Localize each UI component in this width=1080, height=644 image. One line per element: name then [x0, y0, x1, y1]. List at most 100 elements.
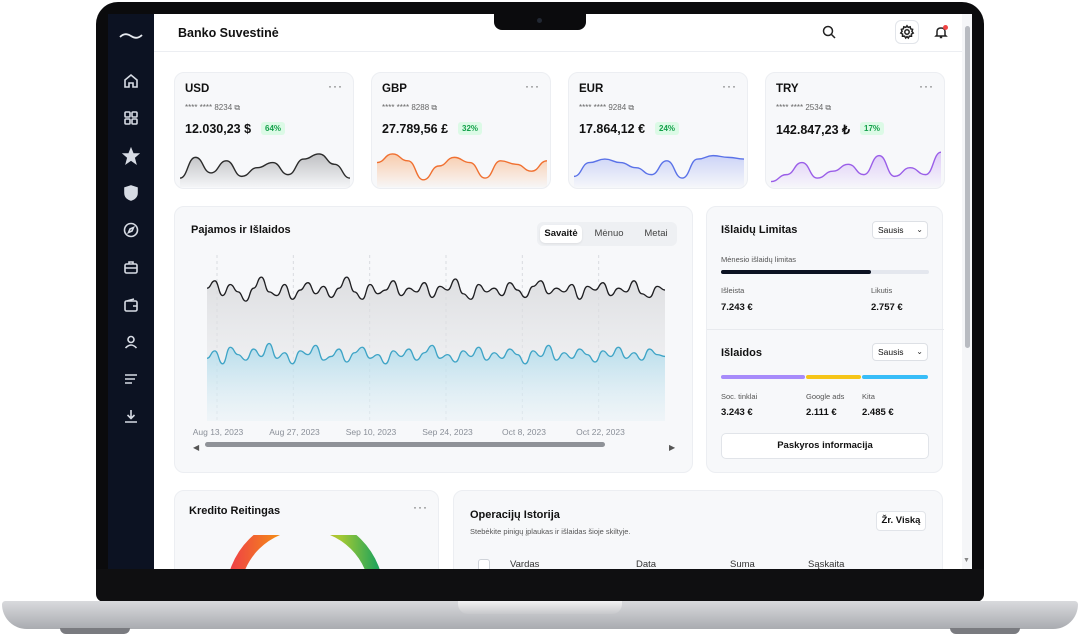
scroll-down-icon[interactable]: ▼ — [963, 557, 970, 564]
currency-balance: 17.864,12 € — [579, 122, 646, 136]
camera-icon — [537, 18, 542, 23]
page-title: Banko Suvestinė — [178, 26, 279, 40]
gear-icon[interactable] — [899, 24, 915, 40]
select-all-checkbox[interactable] — [478, 559, 490, 569]
expense-bar-segment — [862, 375, 928, 379]
x-tick-label: Aug 27, 2023 — [269, 427, 320, 437]
sparkline — [376, 153, 548, 187]
tab-year[interactable]: Metai — [644, 228, 668, 239]
laptop-foot-right — [950, 628, 1020, 634]
change-badge: 32% — [458, 122, 483, 135]
view-all-button[interactable]: Žr. Viską — [876, 511, 926, 531]
limit-title: Išlaidų Limitas — [721, 224, 798, 236]
laptop-trackpad-notch — [458, 601, 622, 614]
sparkline-line — [376, 153, 548, 181]
home-icon[interactable] — [122, 72, 140, 90]
remaining-label: Likutis — [871, 286, 893, 295]
download-icon[interactable] — [122, 407, 140, 425]
sparkline-line — [573, 154, 745, 179]
account-info-button[interactable]: Paskyros informacija — [721, 433, 929, 459]
currency-code: EUR — [579, 83, 604, 95]
more-options-icon[interactable]: ··· — [328, 79, 343, 93]
currency-code: USD — [185, 83, 210, 95]
spending-limit-card: Išlaidų Limitas Sausis ⌄ Mėnesio išlaidų … — [706, 206, 944, 473]
currency-code: GBP — [382, 83, 407, 95]
divider — [707, 329, 944, 330]
copy-icon[interactable]: ⧉ — [234, 103, 241, 112]
column-amount[interactable]: Suma — [730, 559, 755, 569]
bell-icon[interactable] — [933, 24, 949, 40]
expense-bar-segment — [721, 375, 805, 379]
chart-scrollbar-thumb[interactable] — [205, 442, 605, 447]
credit-gauge — [230, 535, 380, 569]
copy-icon[interactable]: ⧉ — [825, 103, 832, 112]
change-badge: 17% — [860, 122, 885, 135]
column-date[interactable]: Data — [636, 559, 657, 569]
logo-wave-icon[interactable] — [119, 28, 143, 46]
settings-button[interactable] — [895, 20, 919, 44]
more-options-icon[interactable]: ··· — [525, 79, 540, 93]
more-options-icon[interactable]: ··· — [919, 79, 934, 93]
sparkline-area — [574, 155, 744, 187]
series-line-1 — [206, 342, 666, 365]
x-tick-label: Sep 24, 2023 — [422, 427, 473, 437]
briefcase-icon[interactable] — [122, 258, 140, 276]
income-expense-chart: Aug 13, 2023 Aug 27, 2023 Sep 10, 2023 Sep … — [193, 255, 676, 452]
wallet-icon[interactable] — [122, 296, 140, 314]
user-icon[interactable] — [122, 333, 140, 351]
limit-progress-fill — [721, 270, 871, 274]
expenses-month-value: Sausis — [878, 347, 904, 357]
tab-week[interactable]: Savaitė — [540, 225, 582, 243]
expense-label: Google ads — [806, 392, 845, 401]
copy-icon[interactable]: ⧉ — [628, 103, 635, 112]
tab-month[interactable]: Mėnuo — [594, 228, 624, 239]
credit-rating-card: Kredito Reitingas ··· — [174, 490, 439, 569]
expenses-month-select[interactable]: Sausis ⌄ — [872, 343, 928, 361]
spent-label: Išleista — [721, 286, 745, 295]
card-number-text: **** **** 9284 — [579, 103, 627, 112]
column-account[interactable]: Sąskaita — [808, 559, 845, 569]
limit-month-select[interactable]: Sausis ⌄ — [872, 221, 928, 239]
sparkline-line — [179, 153, 351, 179]
sparkline — [179, 153, 351, 187]
laptop-foot-left — [60, 628, 130, 634]
shield-icon[interactable] — [122, 184, 140, 202]
column-name[interactable]: Vardas — [510, 559, 540, 569]
currency-balance: 27.789,56 £ — [382, 122, 449, 136]
currency-card-gbp[interactable]: GBP ··· **** **** 8288 ⧉ 27.789,56 £ 32% — [371, 72, 551, 189]
more-options-icon[interactable]: ··· — [722, 79, 737, 93]
chevron-down-icon: ⌄ — [916, 347, 923, 356]
menu-lines-icon[interactable] — [122, 370, 140, 388]
series-area-1 — [207, 343, 665, 421]
expense-label: Soc. tinklai — [721, 392, 758, 401]
currency-card-eur[interactable]: EUR ··· **** **** 9284 ⧉ 17.864,12 € 24% — [568, 72, 748, 189]
card-number-text: **** **** 2534 — [776, 103, 824, 112]
sidebar — [108, 14, 154, 569]
expense-label: Kita — [862, 392, 875, 401]
card-number: **** **** 9284 ⧉ — [579, 103, 634, 113]
currency-card-usd[interactable]: USD ··· **** **** 8234 ⧉ 12.030,23 $ 64% — [174, 72, 354, 189]
period-toggle: Savaitė Mėnuo Metai — [537, 222, 677, 246]
limit-month-value: Sausis — [878, 225, 904, 235]
currency-card-try[interactable]: TRY ··· **** **** 2534 ⧉ 142.847,23 ₺ 17… — [765, 72, 945, 189]
search-icon[interactable] — [821, 24, 837, 40]
card-number-text: **** **** 8234 — [185, 103, 233, 112]
topbar: Banko Suvestinė — [154, 14, 972, 52]
copy-icon[interactable]: ⧉ — [431, 103, 438, 112]
expenses-title: Išlaidos — [721, 347, 762, 359]
card-number: **** **** 2534 ⧉ — [776, 103, 831, 113]
series-line-0 — [206, 276, 666, 302]
spent-value: 7.243 € — [721, 302, 753, 313]
notification-dot — [943, 25, 948, 30]
grid-icon[interactable] — [122, 109, 140, 127]
currency-balance: 142.847,23 ₺ — [776, 123, 850, 137]
compass-icon[interactable] — [122, 221, 140, 239]
history-subtitle: Stebėkite pinigų įplaukas ir išlaidas ši… — [470, 527, 631, 536]
star-icon[interactable] — [121, 146, 141, 165]
chart-scroll-right-icon[interactable]: ▶ — [669, 443, 676, 452]
chart-scroll-left-icon[interactable]: ◀ — [193, 443, 200, 452]
more-options-icon[interactable]: ··· — [413, 500, 428, 514]
scrollbar-thumb[interactable] — [965, 26, 970, 348]
change-badge: 24% — [655, 122, 680, 135]
